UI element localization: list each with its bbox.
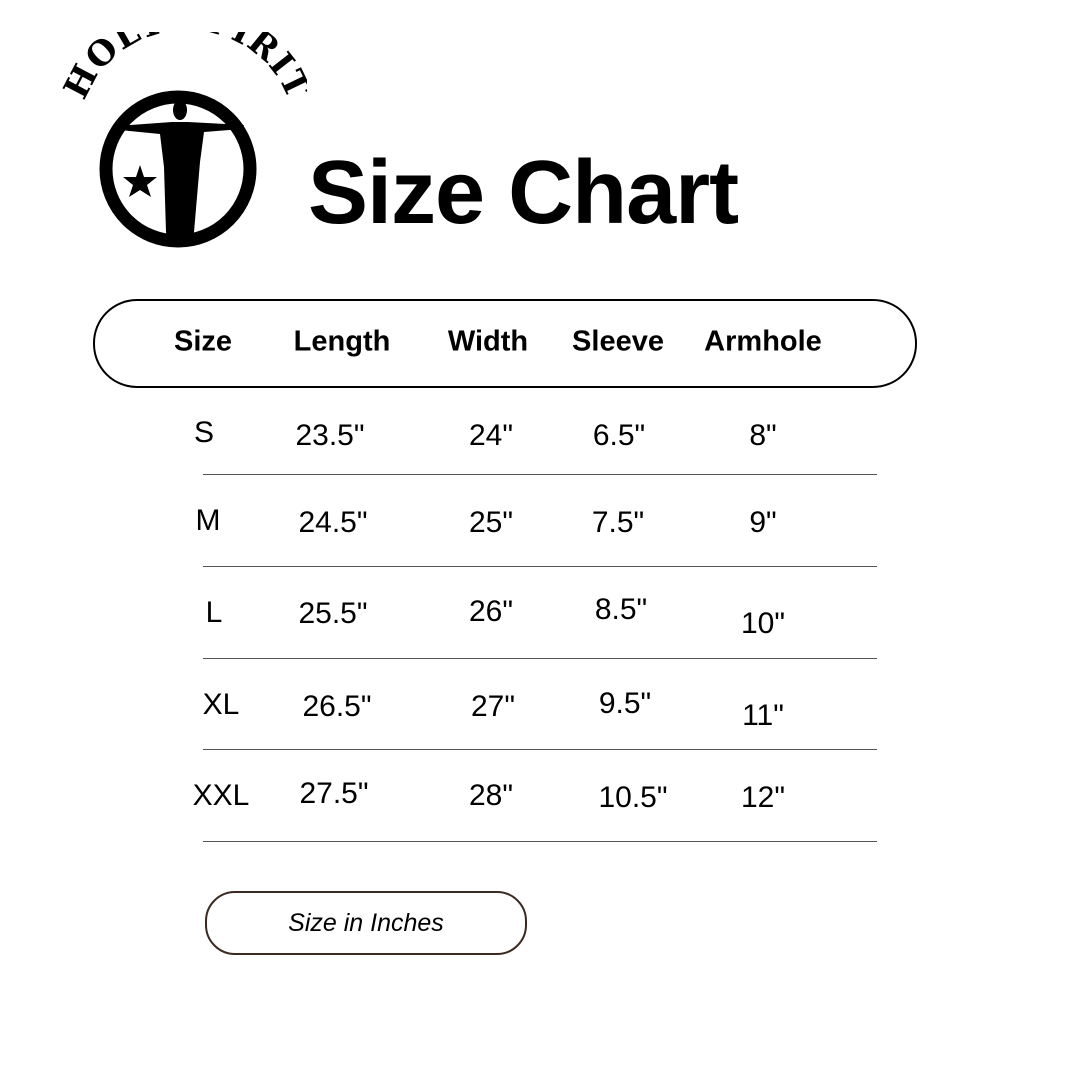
- units-label: Size in Inches: [288, 908, 444, 937]
- cell-armhole: 9": [749, 506, 777, 539]
- cell-size: S: [193, 416, 215, 449]
- cell-width: 27": [470, 690, 516, 723]
- cell-size: M: [195, 504, 221, 537]
- header-armhole: Armhole: [704, 325, 822, 358]
- cell-size: XL: [202, 688, 240, 721]
- cell-width: 24": [468, 419, 514, 452]
- cell-armhole: 8": [749, 419, 777, 452]
- holy-spirit-logo: HOLY SPIRIT: [62, 32, 307, 248]
- cell-sleeve: 8.5": [594, 593, 648, 626]
- cell-width: 26": [468, 595, 514, 628]
- cell-width: 28": [468, 779, 514, 812]
- header-size: Size: [173, 325, 233, 358]
- row-divider: [203, 474, 877, 475]
- header-length: Length: [293, 325, 391, 358]
- cell-armhole: 10": [740, 607, 786, 640]
- header-width: Width: [447, 325, 529, 358]
- header-sleeve: Sleeve: [572, 325, 664, 358]
- cell-sleeve: 7.5": [591, 506, 645, 539]
- cell-length: 23.5": [295, 419, 365, 452]
- cell-length: 26.5": [302, 690, 372, 723]
- star-icon: [123, 165, 157, 197]
- cell-sleeve: 9.5": [598, 687, 652, 720]
- row-divider: [203, 749, 877, 750]
- cell-width: 25": [468, 506, 514, 539]
- units-badge: Size in Inches: [205, 891, 527, 955]
- cell-sleeve: 10.5": [598, 781, 668, 814]
- cell-length: 25.5": [298, 597, 368, 630]
- figure-icon: [117, 100, 244, 244]
- page-title: Size Chart: [308, 143, 739, 243]
- row-divider: [203, 566, 877, 567]
- cell-length: 24.5": [298, 506, 368, 539]
- row-divider: [203, 658, 877, 659]
- cell-size: XXL: [192, 779, 250, 812]
- cell-armhole: 11": [742, 699, 784, 732]
- cell-length: 27.5": [299, 777, 369, 810]
- row-divider: [203, 841, 877, 842]
- cell-armhole: 12": [740, 781, 786, 814]
- cell-size: L: [205, 596, 223, 629]
- cell-sleeve: 6.5": [592, 419, 646, 452]
- table-header: [93, 299, 917, 388]
